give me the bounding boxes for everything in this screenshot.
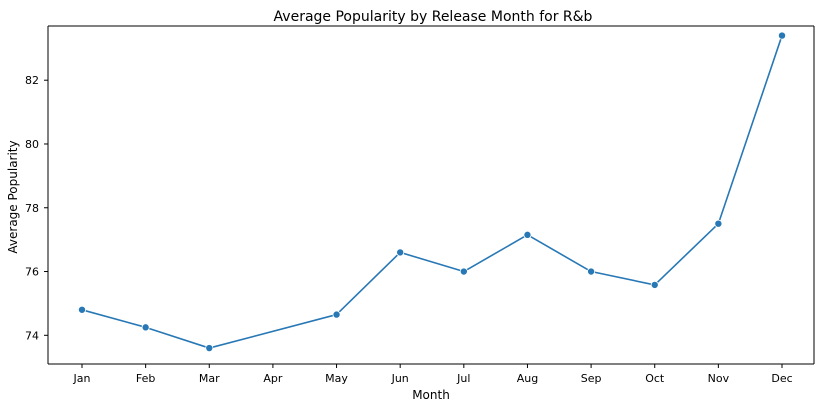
chart-title: Average Popularity by Release Month for … (274, 9, 593, 25)
plot-area (47, 25, 815, 365)
y-tick-label: 74 (25, 329, 39, 342)
x-tick-label: Apr (263, 372, 283, 385)
data-point (78, 305, 87, 314)
y-tick-label: 80 (25, 138, 39, 151)
y-axis-title: Average Popularity (6, 140, 20, 253)
plot-background (48, 26, 814, 364)
x-tick-label: Aug (517, 372, 538, 385)
data-point (205, 344, 214, 353)
x-tick-label: Jan (73, 372, 91, 385)
x-tick-label: Feb (136, 372, 155, 385)
data-point (714, 219, 723, 228)
data-point (650, 280, 659, 289)
x-tick-label: Mar (199, 372, 220, 385)
x-tick-label: May (325, 372, 348, 385)
x-tick-label: Oct (645, 372, 665, 385)
data-point (332, 310, 341, 319)
x-tick-label: Nov (708, 372, 730, 385)
x-tick-label: Jul (456, 372, 470, 385)
x-tick-label: Dec (771, 372, 792, 385)
data-point (587, 267, 596, 276)
y-tick-label: 76 (25, 266, 39, 279)
data-point (396, 248, 405, 257)
x-tick-label: Sep (581, 372, 602, 385)
x-axis-title: Month (412, 388, 450, 402)
y-tick-label: 78 (25, 202, 39, 215)
data-point (523, 230, 532, 239)
series-layer (78, 31, 787, 353)
y-tick-label: 82 (25, 74, 39, 87)
y-axis-ticks: 74 76 78 80 82 (25, 74, 48, 342)
x-axis-ticks: Jan Feb Mar Apr May Jun Jul Aug Sep Oct Nov Dec (73, 364, 793, 385)
data-point (141, 323, 150, 332)
data-point (459, 267, 468, 276)
data-point (778, 31, 787, 40)
x-tick-label: Jun (391, 372, 409, 385)
